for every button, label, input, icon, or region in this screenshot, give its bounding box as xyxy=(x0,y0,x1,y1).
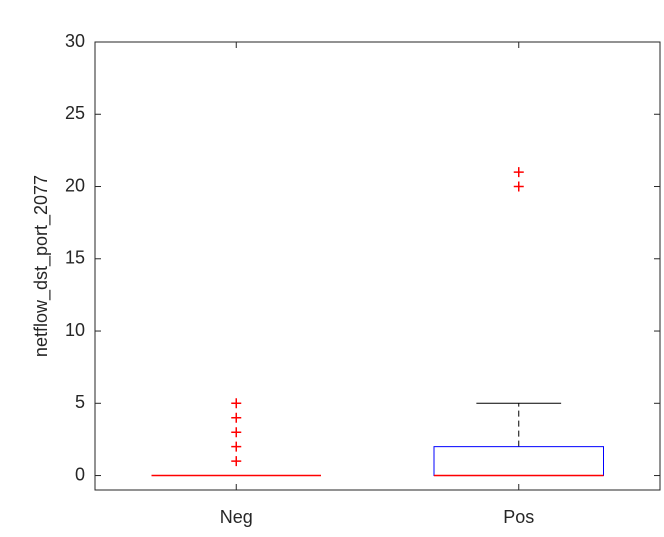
axes-frame xyxy=(94,41,661,491)
y-axis-label: netflow_dst_port_2077 xyxy=(31,175,52,357)
y-tick-label: 5 xyxy=(75,392,85,412)
y-tick-label: 0 xyxy=(75,464,85,484)
outlier xyxy=(513,181,524,192)
outlier xyxy=(513,167,524,178)
y-tick-label: 20 xyxy=(65,175,85,195)
x-tick-label: Pos xyxy=(503,507,534,527)
y-tick-label: 15 xyxy=(65,248,85,268)
y-tick-label: 10 xyxy=(65,320,85,340)
outlier xyxy=(231,427,242,438)
x-tick-label: Neg xyxy=(220,507,253,527)
y-tick-label: 30 xyxy=(65,31,85,51)
y-tick-label: 25 xyxy=(65,103,85,123)
box xyxy=(433,446,604,477)
outlier xyxy=(231,441,242,452)
outlier xyxy=(231,456,242,467)
outlier xyxy=(231,412,242,423)
outlier xyxy=(231,398,242,409)
